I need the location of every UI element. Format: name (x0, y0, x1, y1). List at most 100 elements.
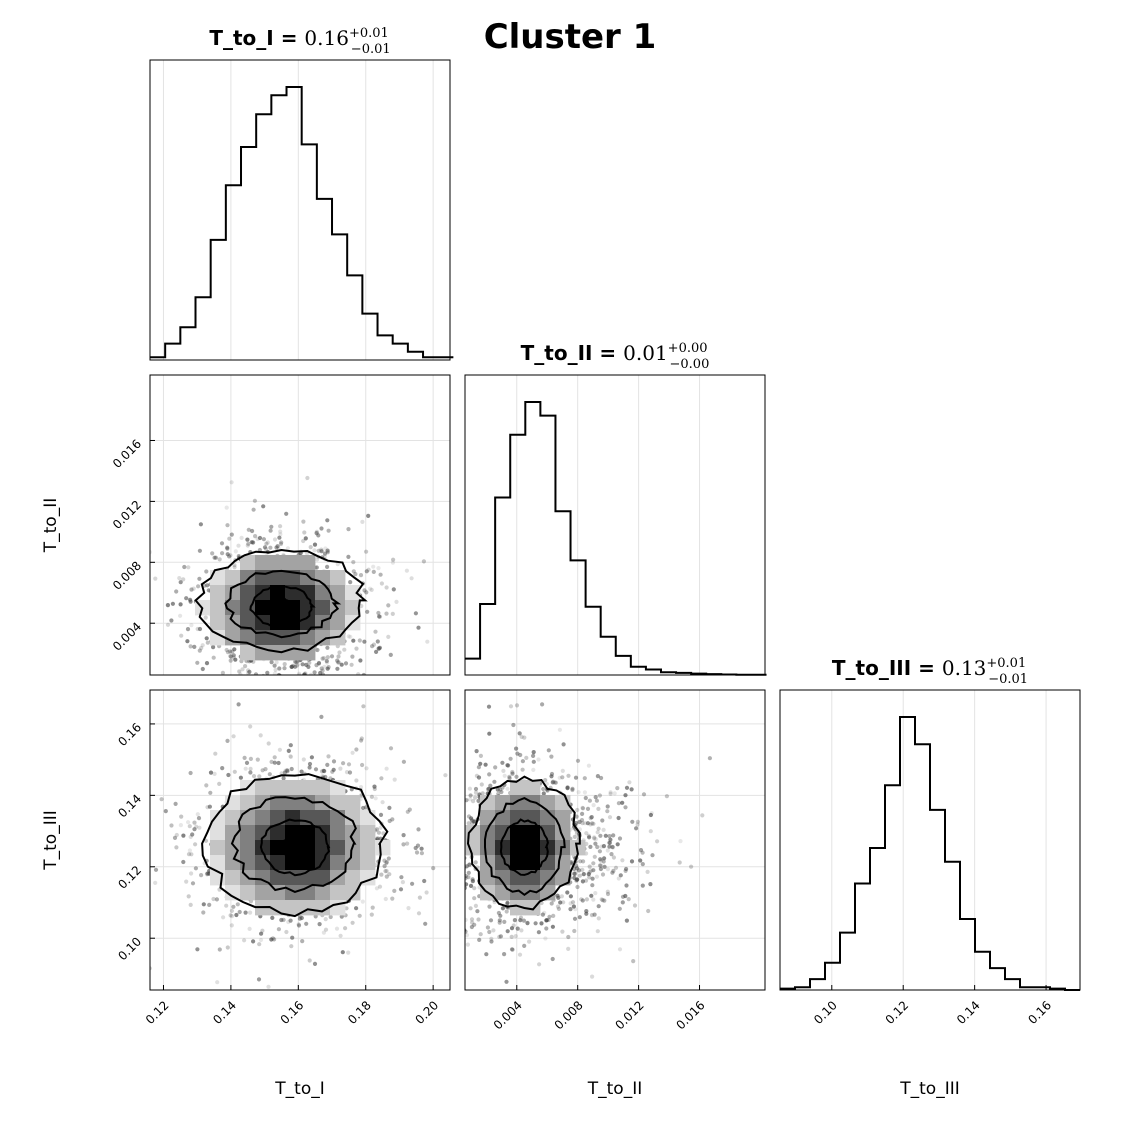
scatter-sample (624, 883, 629, 888)
scatter-sample (284, 929, 289, 935)
scatter-sample (655, 839, 660, 844)
scatter-sample (456, 890, 460, 894)
scatter-sample (557, 727, 563, 732)
density-cell (300, 780, 316, 796)
density-cell (300, 810, 316, 826)
scatter-sample (598, 857, 603, 862)
panel-frame (464, 689, 766, 991)
scatter-sample (251, 507, 256, 512)
scatter-sample (189, 587, 194, 592)
panel-background (780, 690, 1080, 990)
scatter-sample (282, 770, 287, 775)
scatter-sample (179, 633, 184, 638)
scatter-sample (474, 749, 479, 754)
scatter-sample (153, 576, 158, 581)
scatter-sample (384, 860, 389, 865)
scatter-sample (196, 816, 202, 821)
scatter-sample (387, 818, 392, 824)
scatter-sample (558, 900, 563, 905)
scatter-sample (321, 930, 326, 935)
contour-line (259, 818, 331, 877)
scatter-sample (384, 611, 389, 616)
scatter-sample (267, 772, 272, 777)
scatter-sample (560, 768, 565, 774)
density-cell (210, 840, 226, 856)
scatter-sample (199, 873, 204, 878)
scatter-sample (572, 871, 577, 877)
scatter-sample (587, 864, 592, 869)
scatter-sample (599, 775, 604, 781)
scatter-sample (500, 760, 505, 765)
scatter-sample (328, 684, 332, 688)
scatter-sample (236, 702, 241, 707)
scatter-sample (187, 848, 192, 853)
scatter-sample (328, 914, 333, 920)
scatter-sample (185, 639, 190, 644)
scatter-sample (421, 559, 426, 564)
scatter-sample (283, 768, 288, 773)
contour-line (466, 775, 581, 911)
scatter-sample (645, 869, 650, 875)
density-cell (315, 630, 331, 646)
density-cell (255, 585, 271, 601)
scatter-sample (459, 912, 463, 916)
density-cell (510, 840, 526, 856)
scatter-sample (232, 563, 237, 568)
parameter-title-label: T_to_II = (521, 341, 624, 365)
scatter-sample (206, 588, 211, 593)
scatter-sample (572, 916, 578, 921)
scatter-sample (212, 555, 217, 560)
parameter-minus-error: −0.01 (351, 42, 391, 57)
density-cell (225, 870, 241, 886)
scatter-sample (605, 804, 610, 809)
x-tick-label: 0.14 (954, 998, 983, 1027)
scatter-sample (383, 896, 388, 902)
scatter-sample (502, 773, 507, 778)
scatter-sample (624, 918, 630, 923)
scatter-sample (289, 944, 294, 949)
scatter-sample (580, 867, 585, 873)
scatter-sample (605, 867, 611, 872)
scatter-sample (234, 912, 239, 918)
scatter-sample (384, 585, 389, 590)
scatter-sample (248, 910, 253, 915)
scatter-sample (246, 541, 251, 546)
y-tick-label: 0.10 (115, 934, 144, 963)
scatter-sample (323, 927, 329, 932)
scatter-sample (272, 663, 277, 668)
scatter-sample (170, 601, 175, 606)
scatter-sample (540, 702, 545, 707)
scatter-sample (347, 680, 351, 684)
scatter-sample (189, 623, 194, 628)
scatter-sample (573, 775, 579, 780)
scatter-sample (325, 655, 330, 660)
scatter-sample (391, 587, 396, 592)
scatter-sample (284, 511, 289, 516)
scatter-sample (635, 819, 641, 824)
scatter-sample (188, 770, 193, 776)
contour-line (499, 818, 549, 876)
scatter-sample (204, 783, 209, 788)
scatter-sample (407, 807, 412, 812)
panel-background (465, 375, 765, 675)
scatter-sample (208, 790, 213, 795)
scatter-sample (285, 546, 290, 551)
scatter-sample (169, 618, 174, 623)
scatter-sample (541, 791, 546, 796)
scatter-sample (484, 952, 489, 957)
scatter-sample (314, 531, 319, 536)
scatter-sample (593, 841, 598, 846)
scatter-sample (524, 755, 529, 761)
scatter-sample (593, 891, 598, 896)
scatter-sample (325, 762, 330, 768)
scatter-sample (269, 937, 274, 942)
scatter-sample (294, 660, 299, 665)
scatter-sample (620, 900, 625, 905)
scatter-sample (531, 750, 536, 755)
scatter-sample (353, 572, 358, 577)
scatter-sample (456, 878, 460, 882)
scatter-sample (316, 660, 322, 666)
scatter-sample (249, 540, 254, 545)
contour-line (194, 548, 368, 654)
scatter-sample (253, 534, 258, 539)
